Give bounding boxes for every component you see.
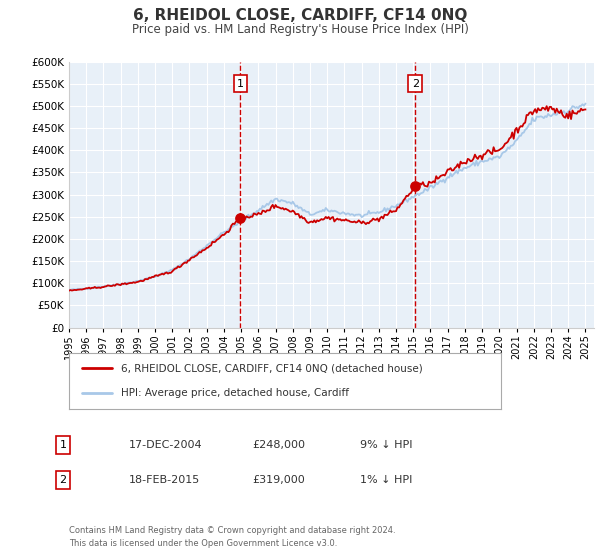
Text: Price paid vs. HM Land Registry's House Price Index (HPI): Price paid vs. HM Land Registry's House … [131,22,469,36]
Text: 9% ↓ HPI: 9% ↓ HPI [360,440,413,450]
Text: 1: 1 [237,79,244,89]
Text: 17-DEC-2004: 17-DEC-2004 [129,440,203,450]
Text: 6, RHEIDOL CLOSE, CARDIFF, CF14 0NQ: 6, RHEIDOL CLOSE, CARDIFF, CF14 0NQ [133,8,467,23]
Text: 6, RHEIDOL CLOSE, CARDIFF, CF14 0NQ (detached house): 6, RHEIDOL CLOSE, CARDIFF, CF14 0NQ (det… [121,363,422,374]
Text: 1: 1 [59,440,67,450]
Text: HPI: Average price, detached house, Cardiff: HPI: Average price, detached house, Card… [121,388,349,398]
Text: 2: 2 [412,79,419,89]
Text: This data is licensed under the Open Government Licence v3.0.: This data is licensed under the Open Gov… [69,539,337,548]
Text: 2: 2 [59,475,67,485]
Text: £248,000: £248,000 [252,440,305,450]
Text: Contains HM Land Registry data © Crown copyright and database right 2024.: Contains HM Land Registry data © Crown c… [69,526,395,535]
Text: 1% ↓ HPI: 1% ↓ HPI [360,475,412,485]
Point [410,181,420,190]
Text: 18-FEB-2015: 18-FEB-2015 [129,475,200,485]
Text: £319,000: £319,000 [252,475,305,485]
Point [236,213,245,222]
